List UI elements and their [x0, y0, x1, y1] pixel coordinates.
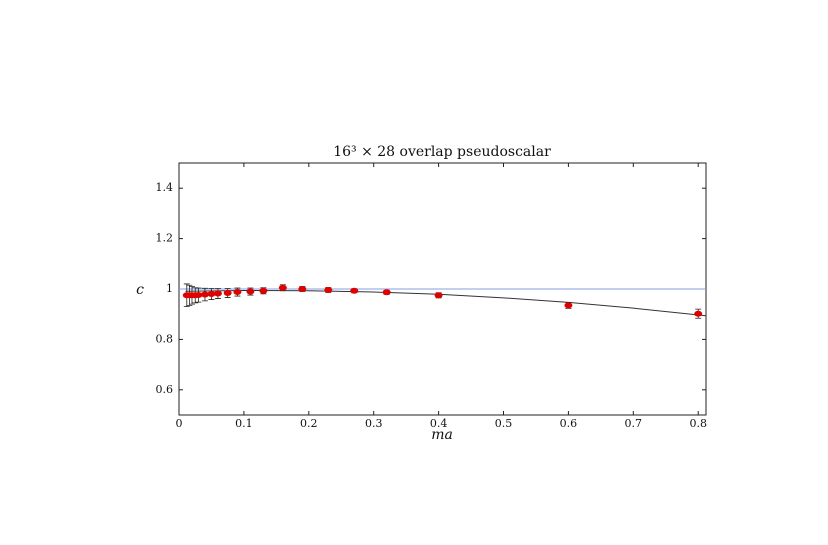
x-tick-label: 0	[176, 417, 183, 430]
y-axis-label: c	[136, 282, 144, 298]
x-tick-label: 0.4	[430, 417, 448, 430]
y-tick-label: 0.6	[156, 383, 174, 396]
data-point	[233, 289, 242, 296]
fit-line	[185, 290, 707, 317]
data-point	[207, 291, 216, 298]
chart-title: 16³ × 28 overlap pseudoscalar	[333, 144, 551, 160]
y-tick-label: 1	[166, 282, 173, 295]
data-point	[350, 287, 359, 294]
data-point	[194, 292, 203, 299]
data-point	[223, 290, 232, 297]
x-tick-label: 0.6	[560, 417, 578, 430]
x-axis-label: ma	[431, 427, 453, 443]
data-point	[382, 289, 391, 296]
data-point	[298, 286, 307, 292]
data-point	[324, 287, 333, 294]
data-point	[278, 284, 287, 291]
x-tick-label: 0.2	[300, 417, 318, 430]
x-tick-label: 0.1	[235, 417, 253, 430]
x-tick-label: 0.3	[365, 417, 383, 430]
data-point	[200, 291, 209, 298]
data-point	[434, 292, 443, 299]
y-tick-label: 1.2	[156, 232, 174, 245]
data-point	[213, 290, 222, 297]
x-tick-label: 0.7	[625, 417, 643, 430]
x-tick-label: 0.5	[495, 417, 513, 430]
y-tick-label: 1.4	[156, 181, 174, 194]
data-point	[246, 288, 255, 295]
data-point	[259, 287, 268, 294]
y-tick-label: 0.8	[156, 332, 174, 345]
x-tick-label: 0.8	[689, 417, 707, 430]
data-point	[564, 302, 573, 309]
data-point	[694, 310, 703, 317]
